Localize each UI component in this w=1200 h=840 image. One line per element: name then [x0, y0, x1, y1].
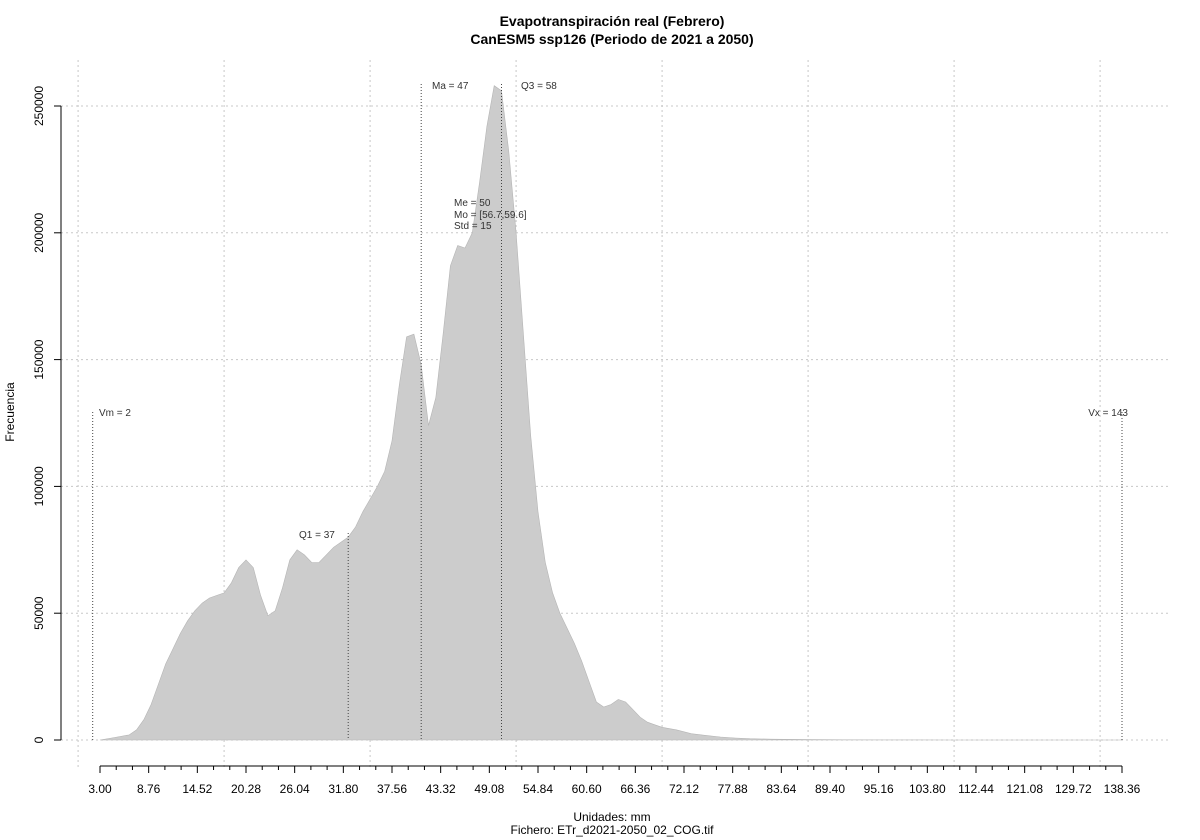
y-tick-label: 50000 [32, 596, 46, 630]
annotation-ma: Ma = 47 [432, 81, 469, 92]
y-tick-label: 100000 [32, 466, 46, 506]
x-tick-label: 14.52 [182, 782, 212, 796]
annotations: Vm = 2 Q1 = 37 Ma = 47 Q3 = 58 Vx = 143 … [99, 81, 1128, 541]
annotation-q3: Q3 = 58 [521, 81, 557, 92]
x-tick-label: 83.64 [766, 782, 796, 796]
x-tick-label: 31.80 [328, 782, 358, 796]
x-tick-label: 121.08 [1006, 782, 1043, 796]
y-tick-label: 0 [32, 736, 46, 743]
annotation-mo: Mo = [56.7,59.6] [454, 210, 527, 221]
density-area [99, 85, 1122, 741]
x-tick-label: 20.28 [231, 782, 261, 796]
annotation-std: Std = 15 [454, 221, 492, 232]
x-tick-label: 138.36 [1104, 782, 1141, 796]
axes [60, 106, 1122, 767]
x-tick-label: 66.36 [620, 782, 650, 796]
annotation-q1: Q1 = 37 [299, 530, 335, 541]
statistic-lines [92, 84, 1123, 740]
x-tick-label: 49.08 [474, 782, 504, 796]
x-tick-label: 43.32 [426, 782, 456, 796]
y-tick-label: 150000 [32, 339, 46, 379]
x-axis-title: Unidades: mm [573, 810, 650, 824]
x-tick-label: 103.80 [909, 782, 946, 796]
x-tick-label: 112.44 [958, 782, 994, 796]
annotation-vm: Vm = 2 [99, 408, 131, 419]
y-tick-label: 200000 [32, 212, 46, 252]
annotation-me: Me = 50 [454, 198, 491, 209]
y-ticks: 0 50000 100000 150000 200000 250000 [32, 86, 61, 743]
x-tick-label: 95.16 [864, 782, 894, 796]
x-tick-label: 26.04 [280, 782, 310, 796]
x-tick-label: 72.12 [669, 782, 699, 796]
x-tick-label: 89.40 [815, 782, 845, 796]
x-tick-label: 129.72 [1055, 782, 1092, 796]
y-axis-title: Frecuencia [3, 382, 17, 442]
x-ticks: 3.00 8.76 14.52 20.28 26.04 31.80 37.56 43.32 49… [88, 766, 1141, 796]
x-tick-label: 77.88 [718, 782, 748, 796]
annotation-vx: Vx = 143 [1088, 408, 1128, 419]
x-tick-label: 60.60 [572, 782, 602, 796]
x-tick-label: 37.56 [377, 782, 407, 796]
density-area-path [99, 85, 1122, 741]
x-tick-label: 54.84 [523, 782, 553, 796]
x-tick-label: 8.76 [137, 782, 161, 796]
chart-subtitle: CanESM5 ssp126 (Periodo de 2021 a 2050) [470, 31, 753, 47]
chart-title: Evapotranspiración real (Febrero) [500, 13, 725, 29]
y-tick-label: 250000 [32, 86, 46, 126]
x-tick-label: 3.00 [88, 782, 112, 796]
file-label: Fichero: ETr_d2021-2050_02_COG.tif [511, 823, 715, 837]
